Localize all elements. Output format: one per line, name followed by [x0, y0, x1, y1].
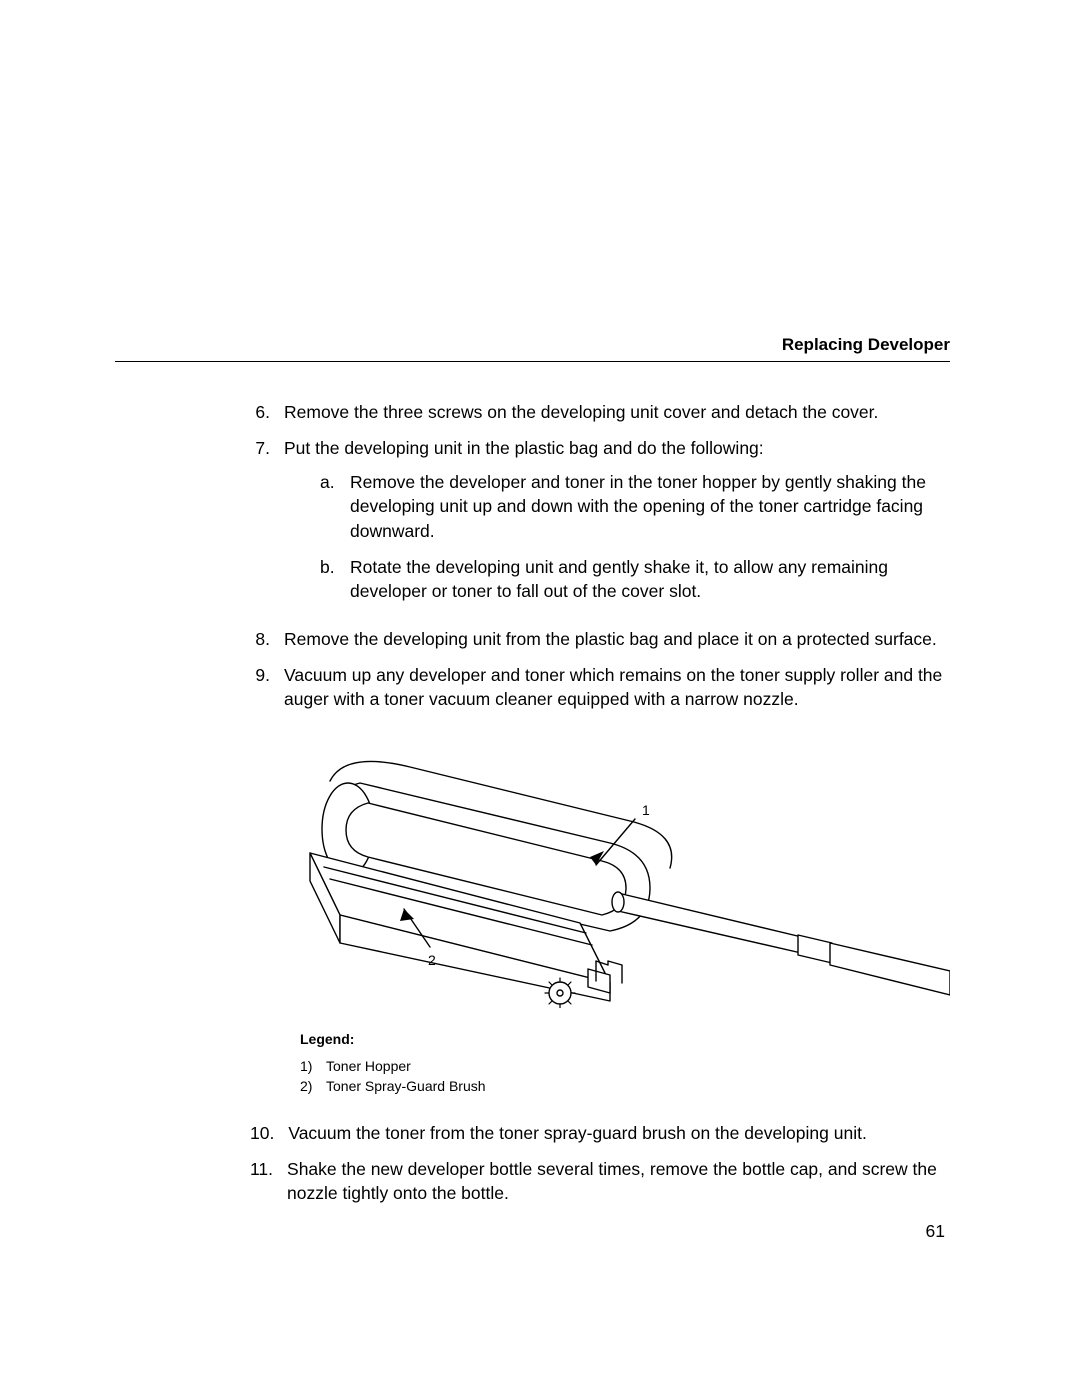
legend-label: Toner Spray-Guard Brush [326, 1077, 486, 1097]
callout-2: 2 [428, 952, 436, 968]
step-8: 8. Remove the developing unit from the p… [250, 627, 950, 651]
section-title: Replacing Developer [782, 335, 950, 354]
step-text: Remove the three screws on the developin… [284, 400, 950, 424]
substep-7a: a. Remove the developer and toner in the… [320, 470, 950, 542]
instruction-list: 6. Remove the three screws on the develo… [250, 400, 950, 1205]
step-text: Shake the new developer bottle several t… [287, 1157, 950, 1205]
step-text: Put the developing unit in the plastic b… [284, 438, 764, 458]
legend-title: Legend: [300, 1031, 950, 1047]
step-text: Vacuum the toner from the toner spray-gu… [288, 1121, 950, 1145]
legend-num: 2) [300, 1077, 326, 1097]
substep-text: Rotate the developing unit and gently sh… [350, 555, 950, 603]
substep-text: Remove the developer and toner in the to… [350, 470, 950, 542]
legend-label: Toner Hopper [326, 1057, 411, 1077]
legend-item-1: 1) Toner Hopper [300, 1057, 950, 1077]
step-7: 7. Put the developing unit in the plasti… [250, 436, 950, 615]
step-9: 9. Vacuum up any developer and toner whi… [250, 663, 950, 711]
figure-developing-unit: 1 2 Legend: 1) Toner Hopper 2) Toner Spr… [250, 733, 950, 1096]
figure-legend: Legend: 1) Toner Hopper 2) Toner Spray-G… [300, 1031, 950, 1096]
substep-letter: a. [320, 470, 350, 542]
legend-item-2: 2) Toner Spray-Guard Brush [300, 1077, 950, 1097]
step-number: 6. [250, 400, 284, 424]
callout-1: 1 [642, 802, 650, 818]
step-6: 6. Remove the three screws on the develo… [250, 400, 950, 424]
substep-7b: b. Rotate the developing unit and gently… [320, 555, 950, 603]
section-header: Replacing Developer [115, 335, 950, 362]
step-number: 11. [250, 1157, 287, 1205]
step-number: 8. [250, 627, 284, 651]
step-11: 11. Shake the new developer bottle sever… [250, 1157, 950, 1205]
step-text: Vacuum up any developer and toner which … [284, 663, 950, 711]
step-number: 9. [250, 663, 284, 711]
step-10: 10. Vacuum the toner from the toner spra… [250, 1121, 950, 1145]
page-number: 61 [926, 1221, 945, 1242]
legend-num: 1) [300, 1057, 326, 1077]
step-number: 7. [250, 436, 284, 615]
substep-letter: b. [320, 555, 350, 603]
step-text: Remove the developing unit from the plas… [284, 627, 950, 651]
figure-svg: 1 2 [250, 733, 950, 1008]
step-number: 10. [250, 1121, 288, 1145]
